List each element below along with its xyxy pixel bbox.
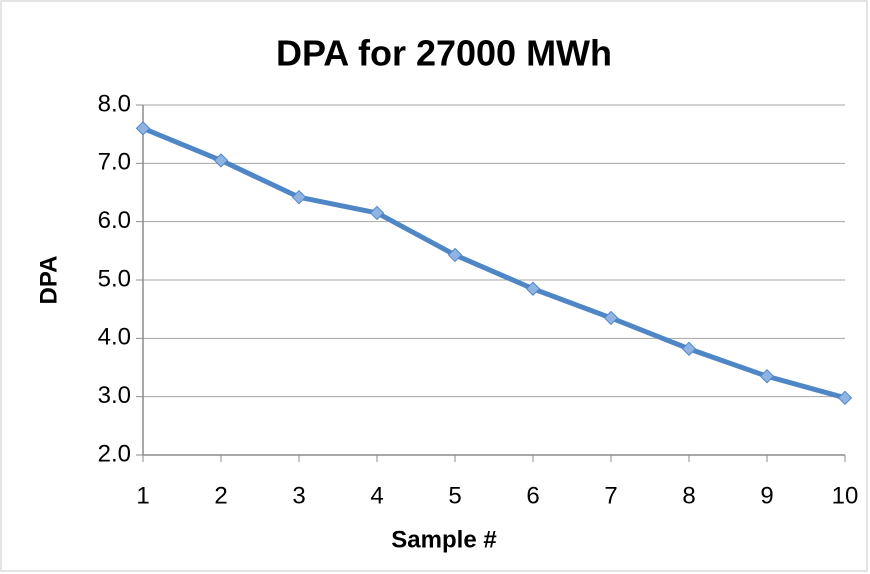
data-point [135,121,151,136]
x-tick-label: 2 [214,482,227,509]
y-tick-label: 4.0 [98,324,131,351]
y-tick-label: 2.0 [98,440,131,467]
x-tick-label: 8 [682,482,695,509]
x-tick-label: 10 [832,482,859,509]
data-point [447,247,463,263]
x-tick-label: 5 [448,482,461,509]
data-point [837,390,853,406]
y-tick-label: 6.0 [98,207,131,234]
data-line [142,126,846,401]
y-axis-label: DPA [35,256,62,305]
x-tick-label: 4 [370,482,383,509]
y-tick-label: 5.0 [98,265,131,292]
x-tick-label: 9 [760,482,773,509]
y-tick-label: 7.0 [98,149,131,176]
data-point [213,153,229,168]
x-tick-label: 7 [604,482,617,509]
data-point [369,205,385,221]
data-point [681,341,697,357]
chart-title: DPA for 27000 MWh [276,33,612,74]
x-tick-label: 6 [526,482,539,509]
data-point [291,189,307,205]
y-tick-label: 3.0 [98,382,131,409]
data-point [603,310,619,326]
x-axis-label: Sample # [391,526,496,553]
x-tick-label: 3 [292,482,305,509]
data-point [759,369,775,384]
data-point [525,281,541,296]
x-tick-label: 1 [136,482,149,509]
y-tick-label: 8.0 [98,90,131,117]
